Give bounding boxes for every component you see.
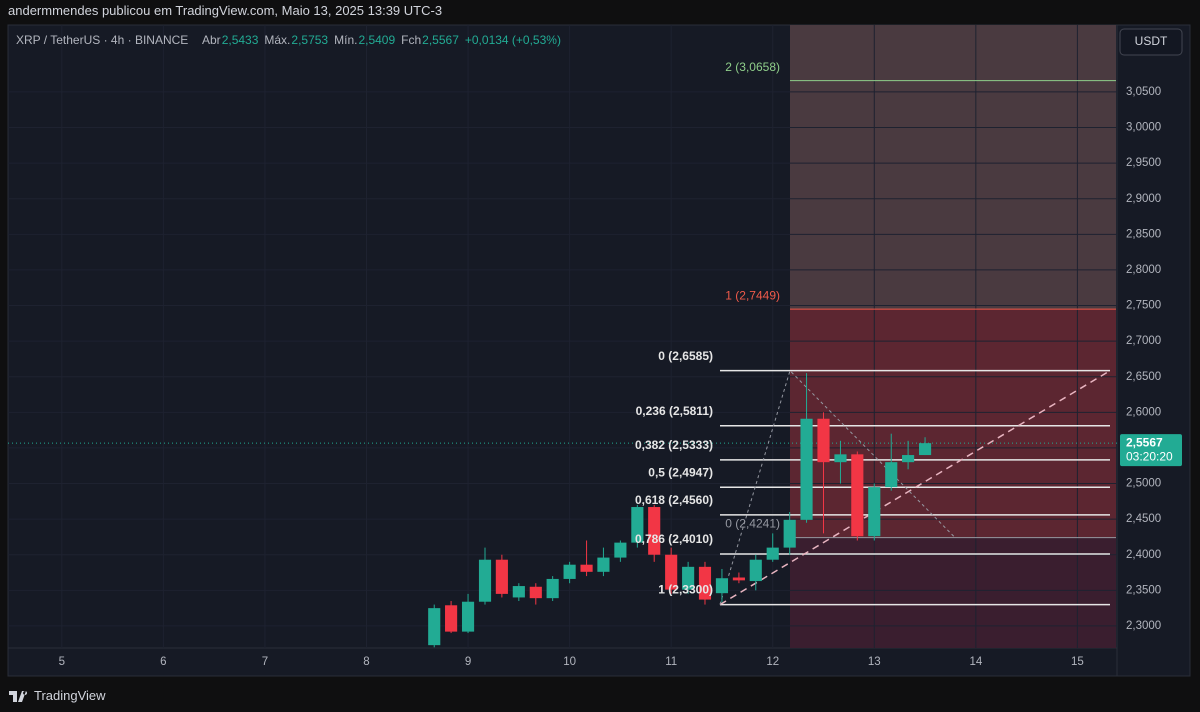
currency-button[interactable] — [1119, 28, 1183, 56]
candle-body — [445, 605, 458, 632]
candle-body — [495, 559, 508, 594]
price-tag-value: 2,5567 — [1126, 435, 1163, 449]
ohlc-key: Mín. — [334, 33, 357, 47]
fib-label: 0 (2,6585) — [658, 349, 713, 363]
brand-logo — [9, 691, 28, 702]
candle-body — [766, 547, 779, 560]
y-tick-label: 2,6000 — [1126, 406, 1161, 418]
ohlc-value: 2,5433 — [222, 33, 259, 47]
x-tick-label: 12 — [766, 656, 779, 668]
candle-body — [749, 559, 762, 582]
fib-label: 0,5 (2,4947) — [648, 465, 713, 479]
candle-body — [529, 586, 542, 599]
ohlc-key: Fch — [401, 33, 421, 47]
stop-label: 1 (2,7449) — [725, 288, 780, 302]
ohlc-value: 2,5753 — [291, 33, 328, 47]
x-tick-label: 13 — [868, 656, 881, 668]
fib-label: 0,236 (2,5811) — [636, 404, 713, 418]
candle-body — [834, 454, 847, 463]
footer: TradingView — [0, 684, 1200, 712]
candle-body — [512, 586, 525, 598]
fib-label: 1 (2,3300) — [658, 583, 713, 597]
y-tick-label: 3,0000 — [1126, 122, 1161, 134]
price-tag — [1120, 434, 1182, 467]
candle-body — [563, 564, 576, 579]
candle-body — [428, 608, 441, 646]
candle-body — [478, 559, 492, 602]
change: +0,0134 (+0,53%) — [465, 33, 561, 47]
candle-body — [885, 462, 898, 488]
candle-body — [631, 507, 644, 543]
x-tick-label: 10 — [563, 656, 576, 668]
price-tag-countdown: 03:20:20 — [1126, 449, 1173, 463]
x-tick-label: 11 — [665, 656, 677, 668]
fib-label: 0,786 (2,4010) — [635, 532, 713, 546]
candle-body — [800, 418, 813, 520]
y-tick-label: 2,8000 — [1126, 264, 1161, 276]
x-tick-label: 14 — [969, 656, 982, 668]
fib-trend — [719, 370, 1111, 606]
brand: TradingView — [34, 688, 106, 703]
candle-body — [614, 542, 627, 558]
y-tick-label: 2,7500 — [1126, 300, 1161, 312]
y-tick-label: 2,9000 — [1126, 193, 1161, 205]
candle-body — [546, 578, 559, 599]
x-tick-label: 15 — [1071, 656, 1084, 668]
target-zone — [790, 25, 1116, 310]
candle-body — [868, 487, 881, 537]
y-tick-label: 2,5000 — [1126, 478, 1161, 490]
y-tick-label: 2,4500 — [1126, 513, 1161, 525]
candle-body — [461, 601, 475, 632]
y-tick-label: 2,3000 — [1126, 620, 1161, 632]
lower-zone — [790, 537, 1116, 648]
chart: 2,30002,35002,40002,45002,50002,55002,60… — [7, 24, 1191, 677]
ohlc-value: 2,5567 — [422, 33, 459, 47]
candle-body — [902, 455, 915, 463]
candle-body — [732, 577, 745, 581]
ohlc-value: 2,5409 — [358, 33, 395, 47]
candle-body — [648, 507, 661, 555]
x-tick-label: 7 — [262, 656, 268, 668]
candle-body — [698, 566, 712, 600]
x-tick-label: 9 — [465, 656, 471, 668]
fib-label: 0,382 (2,5333) — [635, 438, 713, 452]
stop-zone — [790, 309, 1116, 538]
x-tick-label: 5 — [59, 656, 65, 668]
entry-label: 0 (2,4241) — [725, 517, 780, 531]
ohlc-key: Máx. — [264, 33, 290, 47]
y-tick-label: 2,3500 — [1126, 584, 1161, 596]
symbol: XRP / TetherUS · 4h · BINANCE — [16, 33, 188, 47]
candle-body — [715, 578, 729, 594]
currency-label: USDT — [1135, 34, 1168, 48]
candle-body — [851, 454, 864, 537]
y-tick-label: 3,0500 — [1126, 86, 1161, 98]
y-tick-label: 2,6500 — [1126, 371, 1161, 383]
publish-bar: andermmendes publicou em TradingView.com… — [0, 0, 1200, 22]
ohlc-key: Abr — [202, 33, 221, 47]
y-tick-label: 2,4000 — [1126, 549, 1161, 561]
target-label: 2 (3,0658) — [725, 60, 780, 74]
candle-body — [783, 519, 796, 548]
y-tick-label: 2,7000 — [1126, 335, 1161, 347]
candle-body — [597, 557, 610, 572]
candle-body — [580, 564, 593, 572]
fib-label: 0,618 (2,4560) — [635, 493, 713, 507]
candle-body — [665, 554, 678, 590]
candle-body — [817, 418, 830, 463]
candle-body — [682, 566, 695, 590]
y-tick-label: 2,8500 — [1126, 228, 1161, 240]
y-tick-label: 2,9500 — [1126, 157, 1161, 169]
x-tick-label: 6 — [160, 656, 166, 668]
candle-body — [918, 443, 932, 456]
x-tick-label: 8 — [363, 656, 369, 668]
